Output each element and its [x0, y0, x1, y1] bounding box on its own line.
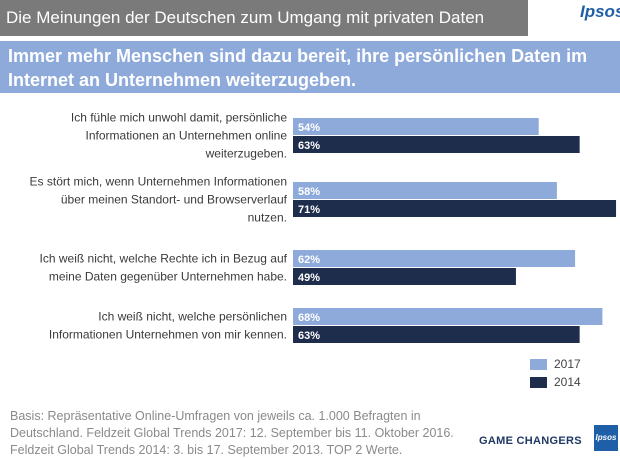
footnote-line-2: Deutschland. Feldzeit Global Trends 2017…	[10, 426, 454, 440]
data-label-2014: 71%	[298, 204, 320, 216]
chart-legend: 2017 2014	[530, 356, 610, 392]
data-label-2014: 63%	[298, 140, 320, 152]
data-label-2017: 68%	[298, 312, 320, 324]
data-label-2017: 58%	[298, 186, 320, 198]
legend-item-2017: 2017	[530, 356, 610, 374]
bar-2017	[293, 182, 557, 199]
bar-2014	[293, 136, 580, 153]
bar-2017	[293, 308, 603, 325]
headline-line-2: Internet an Unternehmen weiterzugeben.	[8, 70, 357, 90]
footnote: Basis: Repräsentative Online-Umfragen vo…	[10, 408, 480, 458]
bar-chart: Ich fühle mich unwohl damit, persönliche…	[30, 111, 617, 343]
data-label-2017: 62%	[298, 254, 320, 266]
legend-swatch-2014	[530, 377, 547, 388]
game-changers-tagline: GAME CHANGERS	[479, 435, 582, 447]
footnote-line-1: Basis: Repräsentative Online-Umfragen vo…	[10, 409, 421, 423]
headline-banner: Immer mehr Menschen sind dazu bereit, ih…	[0, 41, 620, 93]
page-title: Die Meinungen der Deutschen zum Umgang m…	[0, 0, 528, 36]
data-label-2017: 54%	[298, 122, 320, 134]
category-label: Ich weiß nicht, welche persönlichen Infor…	[49, 310, 287, 342]
ipsos-logo: Ipsos	[580, 2, 620, 21]
bar-2014	[293, 268, 516, 285]
category-label: Ich fühle mich unwohl damit, persönliche…	[71, 111, 287, 161]
bar-2014	[293, 326, 580, 343]
legend-swatch-2017	[530, 359, 547, 370]
category-label: Es stört mich, wenn Unternehmen Informat…	[30, 175, 288, 225]
bar-2014	[293, 200, 617, 217]
ipsos-small-logo: Ipsos	[594, 425, 618, 451]
data-label-2014: 49%	[298, 272, 320, 284]
legend-item-2014: 2014	[530, 374, 610, 392]
legend-label-2017: 2017	[554, 357, 581, 371]
footnote-line-3: Feldzeit Global Trends 2014: 3. bis 17. …	[10, 443, 403, 457]
data-label-2014: 63%	[298, 330, 320, 342]
headline-line-1: Immer mehr Menschen sind dazu bereit, ih…	[8, 46, 588, 66]
legend-label-2014: 2014	[554, 375, 581, 389]
category-label: Ich weiß nicht, welche Rechte ich in Bez…	[40, 252, 288, 284]
bar-2017	[293, 118, 539, 135]
bar-2017	[293, 250, 576, 267]
